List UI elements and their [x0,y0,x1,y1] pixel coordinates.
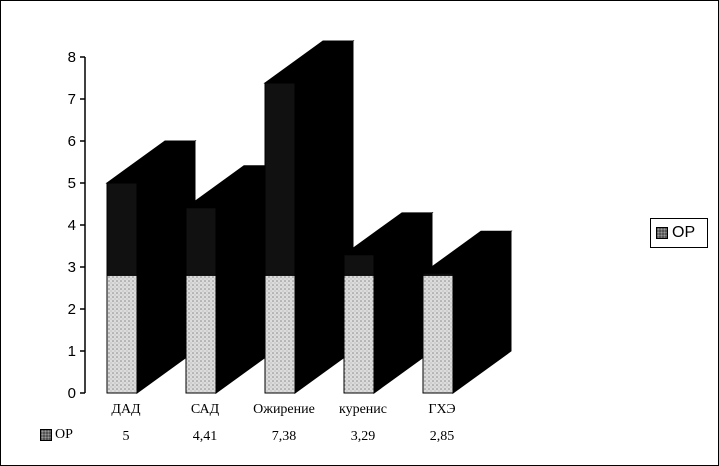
x-tick-label: САД [191,402,220,417]
y-tick-label: 5 [68,175,76,192]
legend-label: ОР [672,224,696,241]
y-tick-label: 7 [68,91,76,108]
y-tick-label: 0 [68,385,76,402]
x-tick-label: ГХЭ [428,402,455,417]
bar-front-upper [106,182,138,276]
y-tick-label: 6 [68,133,76,150]
data-table-value: 2,85 [430,429,455,444]
y-tick-label: 4 [68,217,76,234]
table-swatch-icon [40,429,52,441]
bar [185,274,217,394]
x-tick-label: ДАД [111,402,141,417]
bar-front-upper [185,207,217,276]
x-tick-label: куренис [339,402,387,417]
y-tick-label: 2 [68,301,76,318]
data-table-value: 3,29 [351,429,376,444]
y-tick-label: 1 [68,343,76,360]
table-series-key: ОР [40,427,73,443]
legend: ОР [650,218,708,248]
y-tick-label: 8 [68,49,76,66]
data-table-value: 4,41 [193,429,218,444]
bar-front-upper [343,254,375,276]
bar [264,274,296,394]
bar [343,274,375,394]
data-table-value: 5 [123,429,130,444]
bar [106,274,138,394]
x-tick-label: Ожирение [253,402,315,417]
bar-front-upper [264,82,296,276]
y-tick-label: 3 [68,259,76,276]
bar [422,274,454,394]
legend-swatch-icon [656,227,668,239]
table-series-label: ОР [55,427,73,442]
data-table-value: 7,38 [272,429,297,444]
